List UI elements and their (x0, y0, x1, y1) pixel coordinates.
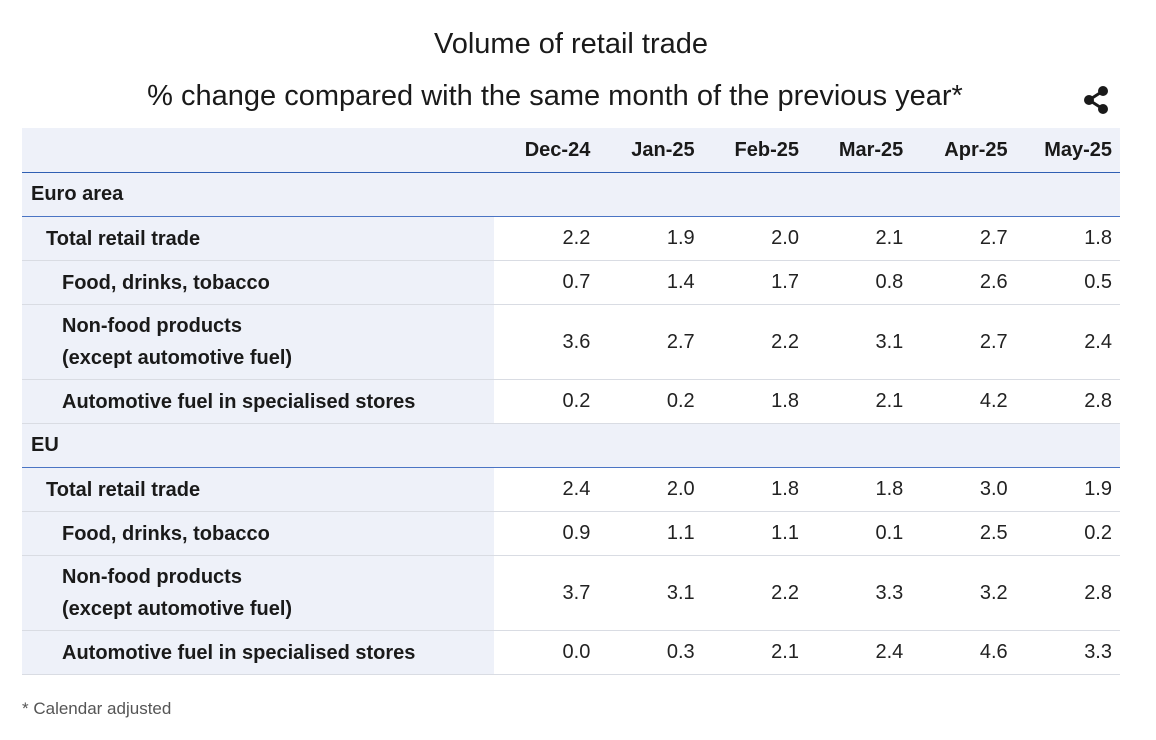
table-row: Non-food products (except automotive fuel… (22, 555, 1120, 631)
group-row: EU (22, 423, 1120, 468)
row-label: Automotive fuel in specialised stores (22, 630, 494, 675)
value-cell: 2.4 (1015, 304, 1120, 380)
row-label-text-secondary: (except automotive fuel) (62, 598, 293, 620)
group-row: Euro area (22, 172, 1120, 217)
value-cell: 3.0 (911, 467, 1016, 512)
value-cell: 1.9 (598, 216, 703, 261)
column-header: Feb-25 (702, 128, 807, 173)
value-cell: 4.2 (911, 379, 1016, 424)
header-blank-cell (22, 128, 494, 173)
footnote: * Calendar adjusted (22, 699, 172, 718)
value-cell: 2.0 (702, 216, 807, 261)
row-label-text-secondary: (except automotive fuel) (62, 347, 293, 369)
value-cell: 2.7 (598, 304, 703, 380)
value-cell: 1.7 (702, 260, 807, 305)
value-cell: 0.5 (1015, 260, 1120, 305)
table-row: Automotive fuel in specialised stores 0.0… (22, 630, 1120, 675)
value-cell: 3.3 (1015, 630, 1120, 675)
value-cell: 0.3 (598, 630, 703, 675)
value-cell: 1.4 (598, 260, 703, 305)
value-cell: 2.8 (1015, 379, 1120, 424)
row-label: Food, drinks, tobacco (22, 260, 494, 305)
row-label: Food, drinks, tobacco (22, 511, 494, 556)
row-label: Non-food products (except automotive fuel… (22, 555, 494, 631)
column-header: Dec-24 (494, 128, 599, 173)
value-cell: 2.2 (702, 555, 807, 631)
value-cell: 0.2 (494, 379, 599, 424)
value-cell: 2.4 (806, 630, 912, 675)
value-cell: 3.1 (598, 555, 703, 631)
column-header: Mar-25 (806, 128, 912, 173)
value-cell: 0.2 (1015, 511, 1120, 556)
table-row: Total retail trade 2.2 1.9 2.0 2.1 2.7 1.8 (22, 216, 1120, 261)
value-cell: 0.2 (598, 379, 703, 424)
value-cell: 2.1 (806, 379, 912, 424)
group-label: EU (22, 423, 1120, 468)
row-label-text: Non-food products (62, 315, 242, 337)
table-row: Automotive fuel in specialised stores 0.2… (22, 379, 1120, 424)
value-cell: 0.7 (494, 260, 599, 305)
value-cell: 2.2 (702, 304, 807, 380)
table-row: Total retail trade 2.4 2.0 1.8 1.8 3.0 1.9 (22, 467, 1120, 512)
value-cell: 2.2 (494, 216, 599, 261)
row-label: Non-food products (except automotive fuel… (22, 304, 494, 380)
column-header: May-25 (1015, 128, 1120, 173)
value-cell: 3.2 (911, 555, 1016, 631)
value-cell: 3.3 (806, 555, 912, 631)
column-header: Jan-25 (598, 128, 703, 173)
row-label-text: Total retail trade (46, 478, 201, 501)
row-label: Total retail trade (22, 216, 494, 261)
value-cell: 2.0 (598, 467, 703, 512)
value-cell: 1.1 (598, 511, 703, 556)
value-cell: 2.1 (806, 216, 912, 261)
value-cell: 1.1 (702, 511, 807, 556)
value-cell: 1.9 (1015, 467, 1120, 512)
value-cell: 2.4 (494, 467, 599, 512)
share-icon[interactable] (1080, 84, 1112, 116)
value-cell: 3.7 (494, 555, 599, 631)
table-body: Euro area Total retail trade 2.2 1.9 2.0 2.1 2… (22, 172, 1120, 675)
column-header: Apr-25 (911, 128, 1016, 173)
value-cell: 2.7 (911, 216, 1016, 261)
chart-subtitle: % change compared with the same month of… (147, 80, 963, 112)
value-cell: 4.6 (911, 630, 1016, 675)
value-cell: 1.8 (806, 467, 912, 512)
row-label-text: Non-food products (62, 566, 242, 588)
value-cell: 1.8 (1015, 216, 1120, 261)
row-label-text: Total retail trade (46, 227, 201, 250)
value-cell: 1.8 (702, 379, 807, 424)
value-cell: 0.9 (494, 511, 599, 556)
value-cell: 2.8 (1015, 555, 1120, 631)
row-label: Automotive fuel in specialised stores (22, 379, 494, 424)
value-cell: 3.1 (806, 304, 912, 380)
row-label-text: Food, drinks, tobacco (62, 271, 270, 294)
value-cell: 2.1 (702, 630, 807, 675)
value-cell: 2.6 (911, 260, 1016, 305)
value-cell: 0.0 (494, 630, 599, 675)
table-row: Food, drinks, tobacco 0.7 1.4 1.7 0.8 2.6 0.5 (22, 260, 1120, 305)
row-label-text: Food, drinks, tobacco (62, 522, 270, 545)
table-row: Food, drinks, tobacco 0.9 1.1 1.1 0.1 2.5 0.2 (22, 511, 1120, 556)
retail-trade-table: Dec-24 Jan-25 Feb-25 Mar-25 Apr-25 May-25 Eur… (22, 128, 1120, 675)
value-cell: 2.5 (911, 511, 1016, 556)
group-label: Euro area (22, 172, 1120, 217)
table-row: Non-food products (except automotive fuel… (22, 304, 1120, 380)
row-label-text: Automotive fuel in specialised stores (62, 641, 416, 664)
row-label-text: Automotive fuel in specialised stores (62, 390, 416, 413)
value-cell: 3.6 (494, 304, 599, 380)
value-cell: 2.7 (911, 304, 1016, 380)
value-cell: 1.8 (702, 467, 807, 512)
chart-title: Volume of retail trade (433, 28, 709, 60)
value-cell: 0.1 (806, 511, 912, 556)
header-row: Dec-24 Jan-25 Feb-25 Mar-25 Apr-25 May-25 (22, 128, 1120, 173)
row-label: Total retail trade (22, 467, 494, 512)
value-cell: 0.8 (806, 260, 912, 305)
